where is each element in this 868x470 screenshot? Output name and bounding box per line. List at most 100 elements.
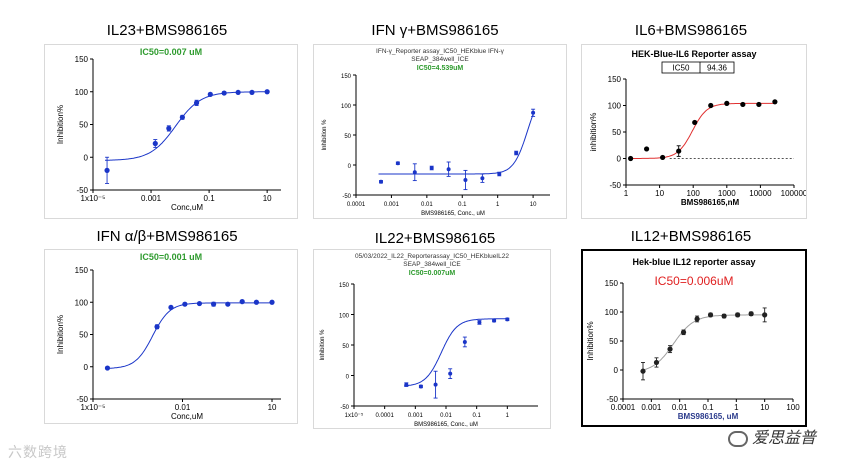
data-point (708, 102, 714, 109)
data-point (196, 300, 203, 307)
chart-panel-il23: -50 0 50 100 150 1x10⁻⁵ 0.001 0.1 10 Conc,uM Inhib… (44, 44, 298, 219)
chart-panel-ifn-gamma: -50 0 50 100 150 0.0001 0.001 0.01 0.1 1 10 BMS9861… (313, 44, 567, 219)
y-tick-label: 150 (75, 266, 89, 275)
y-tick-label: -50 (609, 181, 621, 190)
x-tick-label: 10 (268, 403, 277, 412)
x-tick-label: 0.01 (421, 202, 433, 208)
ic50-legend-box (661, 61, 735, 74)
data-point (762, 312, 768, 318)
data-point (210, 301, 217, 307)
data-point (462, 339, 467, 344)
data-point (627, 155, 634, 162)
ic50-annotation: IC50=0.007 uM (140, 47, 202, 57)
y-tick-label: 100 (341, 104, 352, 110)
heading-ifn-gamma: IFN γ+BMS986165 (371, 22, 499, 39)
data-point (104, 167, 110, 173)
x-axis-label: Conc,uM (171, 412, 203, 421)
x-tick-label: 0.01 (175, 403, 191, 412)
x-tick-label: 0.0001 (347, 202, 366, 208)
x-tick-label: 10 (530, 202, 537, 208)
fit-curve (640, 314, 766, 371)
fit-curve (404, 318, 508, 387)
x-tick-label: 1 (496, 202, 500, 208)
fit-curve (104, 91, 268, 161)
data-point (446, 167, 451, 172)
y-axis-label: Inhibition% (586, 321, 595, 360)
y-axis-label: Inhibition % (320, 329, 326, 361)
y-tick-label: 50 (79, 331, 88, 340)
data-point (379, 179, 384, 184)
fit-curve (105, 302, 273, 369)
data-point (253, 299, 260, 305)
chart-panel-il6: -50 0 50 100 150 1 10 100 1000 10000 100000 BMS9861… (581, 44, 807, 219)
y-tick-label: 100 (75, 298, 89, 307)
data-point (179, 114, 185, 120)
y-tick-label: 50 (609, 337, 618, 346)
x-tick-label: 0.001 (408, 413, 424, 419)
data-point (740, 101, 746, 108)
data-point (680, 329, 687, 335)
x-tick-label: 0.1 (458, 202, 467, 208)
data-point (505, 317, 510, 322)
chart-il22: -50 0 50 100 150 1x10⁻⁵ 0.0001 0.001 0.01 0.1 1 BMS… (320, 253, 538, 428)
data-point (748, 311, 754, 317)
x-tick-label: 10000 (749, 189, 772, 198)
data-point (433, 382, 438, 387)
data-point (154, 324, 160, 330)
chart-title-line: SEAP_384well_ICE (411, 56, 469, 63)
data-point (225, 301, 231, 307)
heading-il22: IL22+BMS986165 (374, 230, 496, 247)
x-tick-label: 1 (734, 403, 739, 412)
chart-panel-ifn-alpha-beta: -50 0 50 100 150 1x10⁻⁵ 0.01 10 Conc,uM Inhibitio… (44, 249, 298, 424)
y-tick-label: 150 (341, 74, 352, 80)
x-tick-label: 100 (786, 403, 800, 412)
ic50-annotation: IC50=0.006uM (654, 274, 733, 288)
y-tick-label: 150 (605, 279, 619, 288)
x-tick-label: 1x10⁻⁵ (81, 194, 106, 203)
chart-il23: -50 0 50 100 150 1x10⁻⁵ 0.001 0.1 10 Conc,uM Inhib… (56, 47, 281, 212)
x-axis-label: BMS986165, Conc., uM (414, 422, 478, 428)
watermark-right: 爱思益普 (728, 424, 816, 448)
chart-title-line: 05/03/2022_IL22_Reporterassay_IC50_HEKbl… (355, 253, 509, 260)
x-tick-label: 0.01 (440, 413, 452, 419)
x-axis-label: BMS986165, Conc., uM (421, 211, 485, 217)
x-tick-label: 100000 (781, 189, 806, 198)
y-tick-label: -50 (340, 405, 349, 411)
y-tick-label: 50 (344, 134, 351, 140)
heading-il23: IL23+BMS986165 (106, 22, 228, 39)
x-tick-label: 0.001 (141, 194, 162, 203)
chart-panel-il12: -50 0 50 100 150 0.0001 0.001 0.01 0.1 1 10 100 BMS9… (581, 249, 807, 427)
fit-curve (628, 102, 776, 159)
data-point (480, 176, 485, 181)
x-tick-label: 1x10⁻⁵ (81, 403, 106, 412)
y-tick-label: -50 (606, 395, 618, 404)
y-tick-label: 0 (617, 155, 622, 164)
y-axis-label: inhibition% (589, 113, 598, 152)
data-point (667, 346, 673, 352)
watermark-left: 六数跨境 (8, 445, 68, 461)
data-point (756, 101, 762, 108)
y-axis-label: Inhibition% (56, 315, 65, 354)
y-tick-label: 150 (608, 75, 622, 84)
fit-curve (378, 112, 535, 175)
data-point (264, 89, 270, 95)
wechat-icon (728, 430, 748, 447)
data-point (735, 312, 741, 318)
x-tick-label: 0.1 (702, 403, 714, 412)
data-point (497, 172, 502, 176)
data-point (448, 371, 453, 376)
x-tick-label: 1 (624, 189, 629, 198)
x-tick-label: 10 (655, 189, 664, 198)
x-tick-label: 0.1 (204, 194, 216, 203)
data-point (182, 301, 188, 307)
y-tick-label: 100 (75, 88, 89, 97)
x-tick-label: 1 (506, 413, 510, 419)
data-point (404, 382, 409, 387)
x-tick-label: 1000 (718, 189, 736, 198)
data-point (412, 170, 417, 175)
y-tick-label: -50 (76, 395, 88, 404)
data-point (463, 178, 468, 182)
x-axis-label: Conc,uM (171, 203, 203, 212)
y-tick-label: 50 (79, 121, 88, 130)
y-tick-label: -50 (76, 186, 88, 195)
